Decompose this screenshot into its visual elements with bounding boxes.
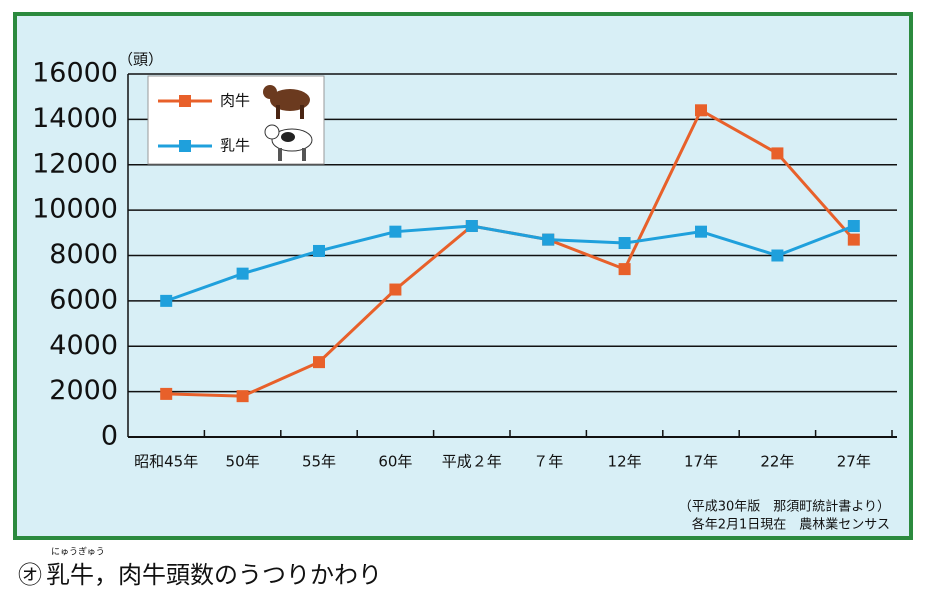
data-point [618, 237, 631, 250]
x-tick-label: 昭和45年 [134, 453, 198, 471]
source-note: 各年2月1日現在 農林業センサス [692, 517, 890, 533]
legend-label: 乳牛 [220, 137, 250, 155]
data-point [771, 147, 784, 160]
y-tick-label: 6000 [49, 284, 118, 315]
series-line [165, 224, 855, 303]
y-tick-label: 0 [101, 421, 118, 452]
data-point [695, 225, 707, 238]
legend-marker [179, 140, 191, 152]
data-point [313, 356, 325, 369]
data-point [236, 390, 249, 403]
cow-icon [264, 124, 313, 161]
x-tick-label: 17年 [684, 453, 718, 471]
y-tick-label: 14000 [32, 103, 118, 134]
y-tick-label: 10000 [32, 194, 118, 225]
caption-mark: ㋔ [18, 561, 42, 589]
x-tick-label: 12年 [608, 453, 642, 471]
x-tick-label: ７年 [533, 453, 563, 471]
y-tick-label: 12000 [32, 148, 118, 179]
data-point [695, 104, 707, 117]
y-tick-label: 8000 [49, 239, 118, 270]
x-tick-label: 22年 [760, 453, 794, 471]
data-point [313, 244, 325, 257]
data-point [847, 233, 860, 246]
data-point [465, 220, 478, 233]
caption: 乳牛，肉牛頭数のうつりかわり [46, 561, 382, 589]
data-point [847, 220, 860, 233]
data-point [160, 387, 173, 400]
data-point [771, 249, 784, 262]
x-tick-label: 55年 [302, 453, 336, 471]
y-tick-label: 16000 [32, 58, 118, 89]
x-tick-label: 27年 [837, 453, 871, 471]
unit-label: （頭） [118, 51, 163, 69]
y-tick-label: 4000 [49, 330, 118, 361]
bull-icon [263, 85, 310, 119]
source-note: （平成30年版 那須町統計書より） [679, 499, 890, 515]
data-point [236, 267, 249, 280]
data-point [389, 283, 402, 296]
data-point [160, 294, 173, 307]
x-tick-label: 50年 [226, 453, 260, 471]
data-point [542, 233, 555, 246]
legend-label: 肉牛 [220, 92, 250, 110]
data-point [618, 263, 631, 276]
y-tick-label: 2000 [49, 375, 118, 406]
legend-marker [179, 95, 191, 107]
caption-ruby: にゅうぎゅう [51, 546, 105, 558]
data-point [389, 225, 402, 238]
x-tick-label: 60年 [378, 453, 412, 471]
x-tick-label: 平成２年 [442, 453, 502, 471]
